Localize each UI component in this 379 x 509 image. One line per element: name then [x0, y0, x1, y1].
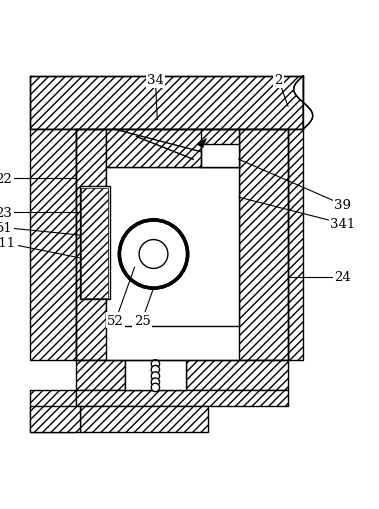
Bar: [80, 186, 110, 300]
Circle shape: [151, 360, 160, 369]
Bar: [80, 406, 208, 432]
Bar: [76, 391, 288, 406]
Polygon shape: [119, 243, 140, 254]
Polygon shape: [156, 267, 169, 288]
Bar: [30, 77, 303, 130]
Text: 22: 22: [0, 173, 12, 185]
Polygon shape: [147, 269, 158, 288]
Circle shape: [139, 240, 168, 269]
Polygon shape: [161, 225, 180, 245]
Polygon shape: [294, 77, 313, 130]
Polygon shape: [197, 139, 207, 149]
Bar: [106, 130, 239, 167]
Bar: [76, 360, 125, 391]
Polygon shape: [164, 260, 185, 276]
Bar: [30, 406, 80, 432]
Text: 52: 52: [107, 314, 124, 327]
Polygon shape: [161, 264, 179, 284]
Polygon shape: [167, 255, 188, 266]
Polygon shape: [149, 221, 160, 240]
Bar: [288, 130, 303, 360]
Bar: [30, 130, 76, 360]
Bar: [239, 130, 288, 360]
Polygon shape: [157, 221, 171, 242]
Polygon shape: [122, 233, 143, 249]
Text: 23: 23: [0, 207, 12, 219]
Bar: [125, 360, 186, 391]
Bar: [30, 391, 76, 432]
Polygon shape: [138, 221, 151, 242]
Text: 2: 2: [274, 74, 283, 87]
Bar: [81, 188, 108, 298]
Bar: [201, 145, 239, 167]
Polygon shape: [167, 244, 188, 254]
Text: 34: 34: [147, 74, 164, 87]
Bar: [76, 130, 106, 360]
Polygon shape: [121, 260, 142, 275]
Text: 341: 341: [330, 218, 356, 231]
Text: 51: 51: [0, 221, 12, 235]
Polygon shape: [165, 234, 186, 249]
Polygon shape: [136, 267, 150, 288]
Polygon shape: [119, 254, 140, 265]
Text: 511: 511: [0, 237, 16, 249]
Text: 39: 39: [335, 199, 351, 212]
Text: 25: 25: [134, 314, 150, 327]
Bar: [106, 167, 239, 326]
Text: 24: 24: [335, 271, 351, 284]
Polygon shape: [128, 225, 146, 245]
Circle shape: [151, 383, 160, 392]
Circle shape: [119, 220, 188, 289]
Circle shape: [151, 378, 160, 386]
Polygon shape: [127, 264, 146, 284]
Bar: [186, 360, 288, 391]
Circle shape: [151, 372, 160, 380]
Circle shape: [151, 365, 160, 374]
